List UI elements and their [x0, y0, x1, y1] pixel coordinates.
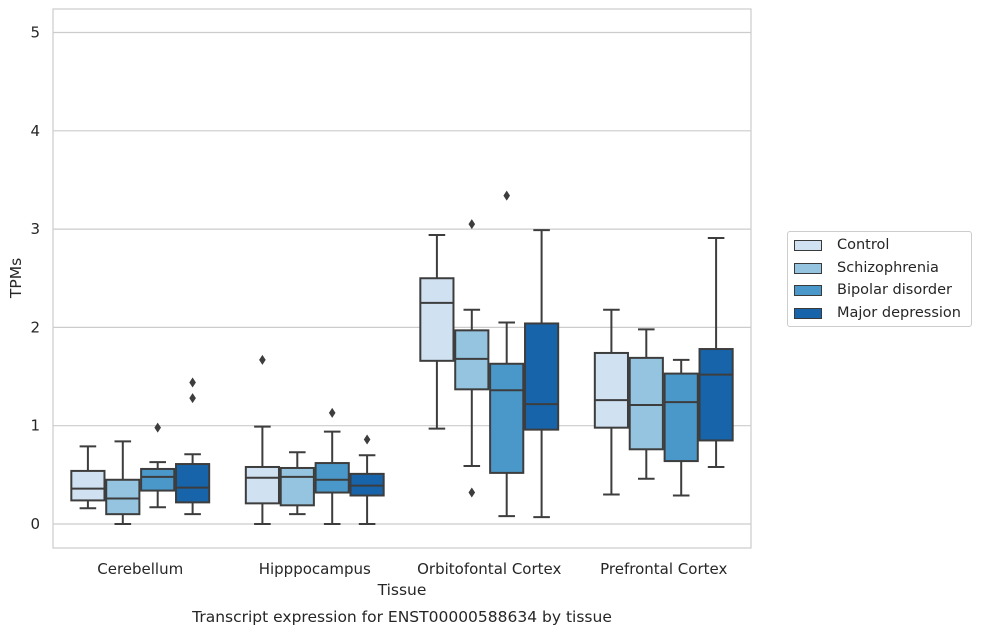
outlier-point [468, 487, 476, 498]
legend-item-schizophrenia: Schizophrenia [794, 259, 939, 277]
box-0-2 [140, 422, 176, 509]
box-layer [70, 190, 734, 525]
box-body [314, 462, 350, 494]
box-2-0 [419, 233, 455, 430]
box-1-3 [349, 434, 385, 525]
chart-caption: Transcript expression for ENST0000058863… [191, 608, 612, 626]
box-1-1 [279, 451, 315, 516]
box-body [698, 348, 734, 442]
y-tick-label: 2 [30, 318, 40, 336]
box-body [244, 465, 280, 505]
y-tick-label: 3 [30, 220, 40, 238]
box-body [70, 469, 106, 502]
x-axis-label: Tissue [377, 581, 427, 599]
legend-label: Schizophrenia [837, 260, 939, 276]
legend-item-bipolar-disorder: Bipolar disorder [794, 281, 952, 299]
x-tick-label: Hipppocampus [259, 560, 371, 578]
outlier-point [189, 393, 196, 404]
box-body [628, 356, 664, 451]
outlier-point [328, 407, 336, 418]
box-2-3 [524, 229, 560, 519]
legend-item-control: Control [794, 236, 889, 254]
box-body [175, 463, 211, 504]
y-tick-label: 1 [30, 417, 40, 435]
box-body [593, 351, 629, 429]
box-0-3 [175, 377, 211, 516]
legend-swatch-control [794, 239, 822, 251]
box-body [524, 322, 560, 431]
box-3-2 [663, 358, 699, 497]
plot-frame [52, 8, 752, 549]
box-body [663, 372, 699, 463]
box-3-1 [628, 328, 664, 480]
box-body [279, 466, 315, 507]
box-2-1 [454, 219, 490, 498]
outlier-point [503, 190, 510, 201]
box-1-0 [244, 354, 280, 525]
x-tick-label: Cerebellum [97, 560, 183, 578]
box-body [140, 467, 176, 492]
legend-swatch-major-depression [794, 307, 822, 319]
box-body [489, 362, 525, 474]
axis-layer: 0 1 2 3 4 5 Cerebellum Hipppocampus Orbitofontal… [30, 24, 727, 579]
plot-area [53, 9, 751, 548]
box-0-0 [70, 445, 106, 510]
outlier-point [154, 422, 161, 433]
y-tick-label: 5 [30, 24, 40, 42]
outlier-point [468, 219, 476, 230]
legend: Control Schizophrenia Bipolar disorder M… [787, 231, 972, 327]
box-3-3 [698, 236, 734, 468]
x-tick-label: Orbitofontal Cortex [417, 560, 561, 578]
y-tick-label: 0 [30, 515, 40, 533]
grid-layer [53, 31, 751, 525]
legend-label: Major depression [837, 305, 961, 321]
box-0-1 [105, 440, 141, 525]
box-body [419, 277, 455, 362]
outlier-point [363, 434, 371, 445]
box-2-2 [489, 190, 525, 518]
legend-label: Control [837, 237, 890, 253]
box-body [105, 478, 141, 516]
box-3-0 [593, 308, 629, 496]
outlier-point [189, 377, 196, 388]
x-tick-label: Prefrontal Cortex [600, 560, 727, 578]
box-1-2 [314, 407, 350, 525]
y-axis-label: TPMs [7, 258, 25, 299]
legend-label: Bipolar disorder [837, 282, 952, 298]
legend-swatch-bipolar-disorder [794, 284, 822, 296]
outlier-point [259, 354, 266, 365]
legend-swatch-schizophrenia [794, 262, 822, 274]
y-tick-label: 4 [30, 122, 40, 140]
legend-item-major-depression: Major depression [794, 304, 961, 322]
